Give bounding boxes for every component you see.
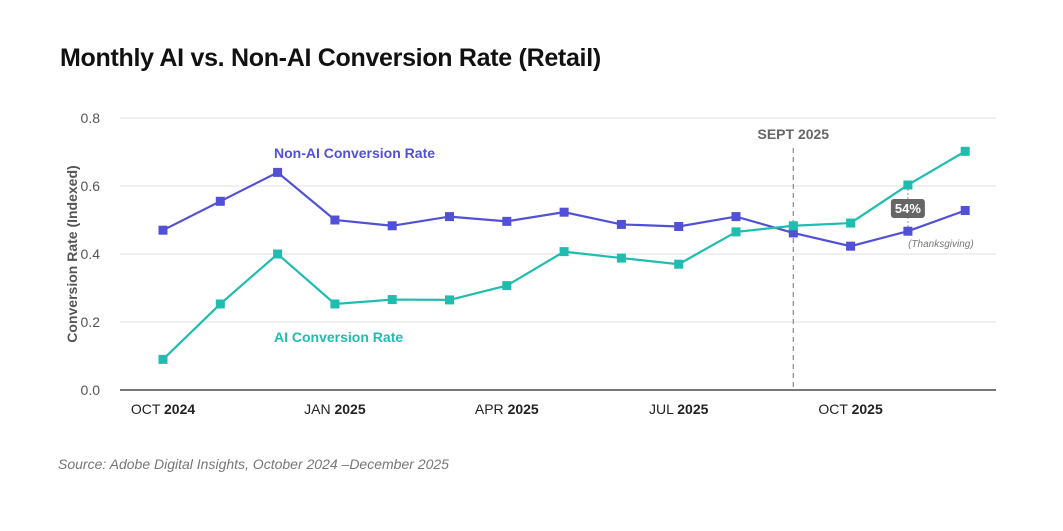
data-point — [903, 180, 913, 190]
data-point — [788, 221, 798, 231]
x-tick-month: APR — [475, 401, 508, 417]
x-tick-month: OCT — [131, 401, 164, 417]
thanksgiving-note: (Thanksgiving) — [908, 239, 974, 250]
data-point — [158, 354, 168, 364]
y-tick-label: 0.6 — [81, 178, 101, 194]
x-tick-year: 2025 — [508, 401, 539, 417]
chart-title: Monthly AI vs. Non-AI Conversion Rate (R… — [60, 44, 601, 72]
x-tick-label: JAN 2025 — [304, 401, 366, 417]
series-label: Non-AI Conversion Rate — [274, 145, 435, 161]
x-tick-year: 2025 — [677, 401, 708, 417]
data-point — [502, 216, 512, 226]
x-tick-label: OCT 2024 — [131, 401, 196, 417]
data-point — [903, 226, 913, 236]
data-point — [330, 299, 340, 309]
data-point — [215, 196, 225, 206]
x-tick-label: APR 2025 — [475, 401, 539, 417]
data-point — [616, 253, 626, 263]
x-tick-label: OCT 2025 — [818, 401, 883, 417]
y-tick-label: 0.0 — [81, 382, 101, 398]
data-point — [960, 146, 970, 156]
data-point — [215, 299, 225, 309]
y-tick-label: 0.8 — [81, 110, 101, 126]
data-point — [731, 212, 741, 222]
data-point — [846, 241, 856, 251]
data-point — [674, 221, 684, 231]
x-tick-year: 2024 — [164, 401, 195, 417]
data-point — [559, 207, 569, 217]
gap-badge — [890, 199, 925, 218]
x-tick-month: JUL — [649, 401, 677, 417]
x-tick-month: JAN — [304, 401, 334, 417]
x-tick-label: JUL 2025 — [649, 401, 709, 417]
source-note: Source: Adobe Digital Insights, October … — [58, 456, 449, 472]
data-point — [273, 167, 283, 177]
september-marker-label: SEPT 2025 — [757, 126, 829, 142]
data-point — [674, 259, 684, 269]
y-tick-label: 0.2 — [81, 314, 101, 330]
data-point — [387, 295, 397, 305]
data-point — [731, 227, 741, 237]
data-point — [559, 247, 569, 257]
data-point — [960, 205, 970, 215]
x-tick-year: 2025 — [852, 401, 883, 417]
data-point — [502, 281, 512, 291]
data-point — [330, 215, 340, 225]
x-tick-year: 2025 — [334, 401, 365, 417]
data-point — [445, 212, 454, 222]
data-point — [788, 228, 798, 238]
series-label: AI Conversion Rate — [274, 329, 403, 345]
data-point — [387, 221, 397, 231]
x-tick-month: OCT — [818, 401, 851, 417]
data-point — [158, 225, 168, 235]
gap-badge-label: 54% — [895, 201, 921, 216]
data-point — [273, 249, 283, 259]
data-point — [846, 218, 856, 228]
y-axis-label: Conversion Rate (Indexed) — [64, 165, 80, 342]
y-tick-label: 0.4 — [81, 246, 101, 262]
data-point — [445, 295, 454, 305]
data-point — [616, 219, 626, 229]
